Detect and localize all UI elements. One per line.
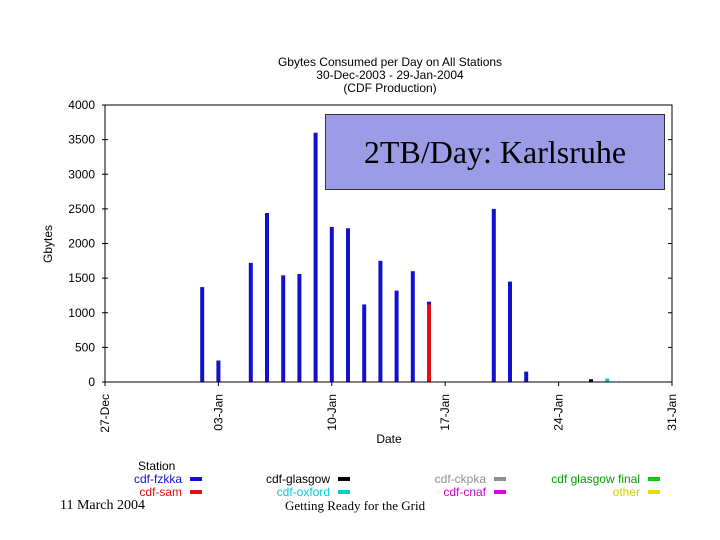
y-tick-label: 3500 [68, 133, 95, 147]
legend-label: cdf-ckpka [434, 472, 486, 486]
x-tick-label: 10-Jan [325, 394, 339, 431]
y-tick-label: 2000 [68, 237, 95, 251]
bar-cdf-fzkka [216, 360, 221, 382]
karlsruhe-callout: 2TB/Day: Karlsruhe [325, 114, 665, 190]
legend-item-other: other [550, 485, 660, 499]
bar-cdf-fzkka [313, 132, 318, 382]
bar-cdf-glasgow [589, 379, 593, 382]
x-tick-label: 17-Jan [438, 394, 452, 431]
legend-label: cdf-glasgow [265, 472, 330, 486]
y-axis-label: Gbytes [41, 225, 55, 263]
legend-title: Station [138, 459, 176, 473]
bar-cdf-fzkka [524, 371, 529, 382]
chart-title: Gbytes Consumed per Day on All Stations [278, 55, 502, 69]
x-tick-label: 27-Dec [98, 394, 112, 433]
legend-label: other [612, 485, 640, 499]
bar-cdf-fzkka [248, 262, 253, 382]
legend-swatch [338, 490, 350, 494]
bar-cdf-fzkka [281, 275, 286, 382]
legend-swatch [648, 490, 660, 494]
legend-swatch [190, 490, 202, 494]
legend-label: cdf-cnaf [443, 485, 486, 499]
bar-cdf-fzkka [346, 228, 350, 382]
legend-label: cdf-oxford [276, 485, 330, 499]
bar-cdf-fzkka [410, 271, 415, 382]
legend-item-ckpka: cdf-ckpka [396, 472, 506, 486]
legend-label: cdf-fzkka [133, 472, 182, 486]
bar-cdf-fzkka [297, 273, 302, 382]
bar-cdf-fzkka [508, 281, 512, 382]
bar-cdf-fzkka [362, 304, 367, 382]
legend-item-glasgow: cdf-glasgow [240, 472, 350, 486]
x-axis-label: Date [376, 432, 402, 446]
legend-item-glasgow-final: cdf glasgow final [520, 472, 660, 486]
y-tick-label: 2500 [68, 202, 95, 216]
legend-swatch [494, 490, 506, 494]
bar-cdf-sam [427, 304, 431, 382]
legend-label: cdf glasgow final [551, 472, 640, 486]
footer-title: Getting Ready for the Grid [285, 498, 426, 513]
x-tick-label: 31-Jan [665, 394, 679, 431]
bar-cdf-fzkka [200, 287, 205, 382]
legend-swatch [494, 477, 506, 481]
legend-swatch [338, 477, 350, 481]
chart-subtitle: 30-Dec-2003 - 29-Jan-2004 [316, 68, 464, 82]
footer-date: 11 March 2004 [60, 498, 146, 513]
bar-cdf-oxford [605, 378, 610, 382]
y-tick-label: 1500 [68, 271, 95, 285]
legend-swatch [190, 477, 202, 481]
legend-label: cdf-sam [139, 485, 182, 499]
y-tick-label: 1000 [68, 306, 95, 320]
bar-cdf-fzkka [265, 213, 269, 382]
y-tick-label: 0 [88, 375, 95, 389]
y-tick-label: 3000 [68, 167, 95, 181]
y-tick-label: 4000 [68, 98, 95, 112]
bar-cdf-fzkka [329, 226, 334, 382]
legend-item-fzkka: cdf-fzkka [92, 472, 202, 486]
y-tick-label: 500 [75, 340, 95, 354]
legend-item-oxford: cdf-oxford [240, 485, 350, 499]
x-tick-label: 24-Jan [552, 394, 566, 431]
legend-swatch [648, 477, 660, 481]
x-tick-label: 03-Jan [211, 394, 225, 431]
bar-cdf-fzkka [394, 290, 399, 382]
chart-subtitle-2: (CDF Production) [343, 81, 436, 95]
bar-cdf-fzkka [378, 260, 383, 382]
legend-item-sam: cdf-sam [92, 485, 202, 499]
legend-item-cnaf: cdf-cnaf [396, 485, 506, 499]
bar-cdf-fzkka [491, 208, 496, 382]
